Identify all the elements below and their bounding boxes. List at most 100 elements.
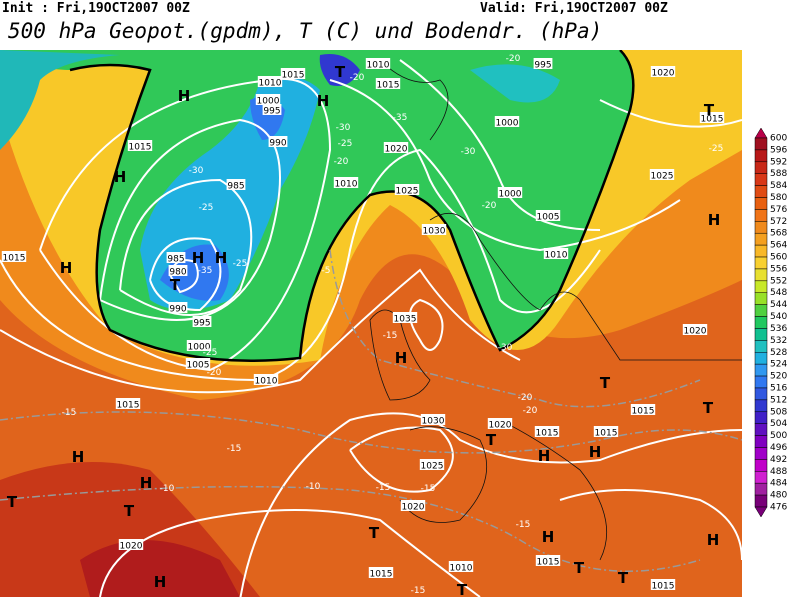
colorbar-label: 516 (770, 383, 787, 393)
contour-552 (69, 50, 635, 362)
colorbar-box (754, 494, 768, 508)
label-box (497, 187, 523, 198)
map-area (0, 50, 742, 597)
label-box (368, 567, 394, 578)
label-box (649, 169, 675, 180)
isobar-label: 1025 (421, 462, 444, 472)
pressure-center: H (192, 249, 205, 267)
colorbar-label: 560 (770, 253, 787, 263)
pressure-center: H (708, 211, 721, 229)
field (470, 64, 560, 103)
pressure-center: T (486, 431, 497, 449)
label-box (255, 94, 281, 105)
pressure-center: H (215, 249, 228, 267)
isotherm-label: -15 (376, 483, 391, 493)
colorbar-box (754, 173, 768, 186)
isobar-label: 1015 (652, 582, 675, 592)
label-box (118, 539, 144, 550)
label-box (226, 179, 246, 190)
label-box (534, 426, 560, 437)
colorbar-label: 500 (770, 431, 787, 441)
pressure-center: H (72, 448, 85, 466)
label-box (1, 251, 27, 262)
isobar-label: 1015 (537, 558, 560, 568)
label-box (494, 116, 520, 127)
isobar-label: 995 (263, 107, 280, 117)
colorbar-box (754, 149, 768, 163)
colorbar-box (754, 471, 768, 484)
label-box (127, 140, 153, 151)
isotherm-label: -15 (383, 331, 398, 341)
colorbar-arrow (754, 506, 768, 518)
label-box (421, 224, 447, 235)
pressure-center: T (704, 101, 715, 119)
colorbar-label: 508 (770, 407, 787, 417)
pressure-center: T (574, 559, 585, 577)
colorbar-box (754, 185, 768, 198)
colorbar-box (754, 363, 768, 377)
isobar-label: 1025 (396, 187, 419, 197)
colorbar-label: 564 (770, 241, 787, 251)
isobar-label: 1015 (595, 429, 618, 439)
isotherm-label: -25 (338, 139, 353, 149)
label-box (166, 252, 186, 263)
isobar-label: 1015 (701, 115, 724, 125)
isotherm-label: -15 (411, 586, 426, 596)
colorbar-box (754, 459, 768, 472)
isobar-label: 1035 (394, 315, 417, 325)
isobar-label: 1015 (370, 570, 393, 580)
map-title: 500 hPa Geopot.(gpdm), T (C) und Bodendr… (8, 19, 602, 43)
colorbar-label: 532 (770, 336, 787, 346)
isotherm-label: -15 (62, 408, 77, 418)
label-box (185, 358, 211, 369)
isobar-label: 1030 (423, 227, 446, 237)
colorbar-box (754, 280, 768, 293)
isotherm-label: -20 (334, 157, 349, 167)
label-box (115, 398, 141, 409)
label-box (487, 418, 513, 429)
isotherm-label: -30 (461, 147, 476, 157)
isotherm-label: -15 (421, 484, 436, 494)
isobar-label: 985 (227, 182, 244, 192)
colorbar-arrow (754, 127, 768, 139)
isobar-label: 1005 (187, 361, 210, 371)
pressure-center: T (124, 502, 135, 520)
label-box (192, 316, 212, 327)
colorbar-label: 476 (770, 503, 787, 513)
colorbar-label: 588 (770, 169, 787, 179)
isobar-label: 1025 (651, 172, 674, 182)
label-box (365, 58, 391, 69)
isobar-label: 1015 (117, 401, 140, 411)
isobar-label: 1010 (255, 377, 278, 387)
colorbar-label: 492 (770, 455, 787, 465)
label-box (650, 66, 676, 77)
isotherm-label: -35 (393, 113, 408, 123)
colorbar-label: 496 (770, 443, 787, 453)
label-box (333, 177, 359, 188)
pressure-center: H (542, 528, 555, 546)
colorbar-box (754, 256, 768, 270)
isotherm-label: -20 (523, 406, 538, 416)
label-box (392, 312, 418, 323)
label-box (448, 561, 474, 572)
colorbar-label: 596 (770, 145, 787, 155)
isotherm-label: -25 (203, 348, 218, 358)
colorbar-box (754, 209, 768, 222)
isobar-label: 1010 (335, 180, 358, 190)
isotherm-label: -30 (336, 123, 351, 133)
label-box (257, 76, 283, 87)
colorbar-label: 504 (770, 419, 787, 429)
isotherm-label: -35 (198, 266, 213, 276)
isobar-label: 985 (167, 255, 184, 265)
isobar-label: 1010 (259, 79, 282, 89)
isobar-label: 1020 (684, 327, 707, 337)
isotherm-label: -15 (516, 520, 531, 530)
isotherm-label: -15 (227, 444, 242, 454)
colorbar-label: 548 (770, 288, 787, 298)
isobar-label: 990 (169, 305, 186, 315)
isobar-label: 1015 (3, 254, 26, 264)
isobar-label: 1020 (385, 145, 408, 155)
isobar-label: 980 (169, 268, 186, 278)
isobar-label: 1020 (652, 69, 675, 79)
